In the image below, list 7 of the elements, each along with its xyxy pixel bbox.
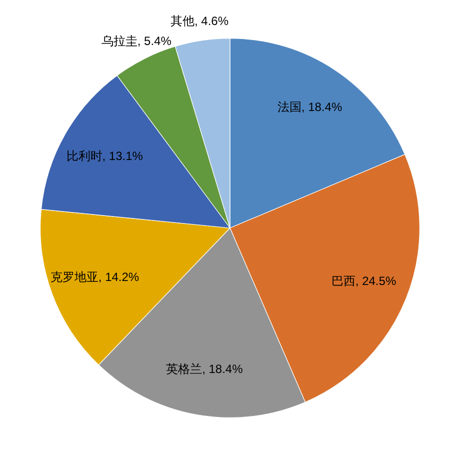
slice-label: 巴西, 24.5%: [331, 274, 396, 288]
slice-label: 其他, 4.6%: [170, 14, 229, 28]
slice-label: 克罗地亚, 14.2%: [50, 270, 140, 284]
slice-label: 法国, 18.4%: [277, 100, 342, 114]
slice-label: 英格兰, 18.4%: [166, 362, 244, 376]
slice-label: 比利时, 13.1%: [66, 149, 144, 164]
slice-label: 乌拉圭, 5.4%: [101, 34, 172, 48]
